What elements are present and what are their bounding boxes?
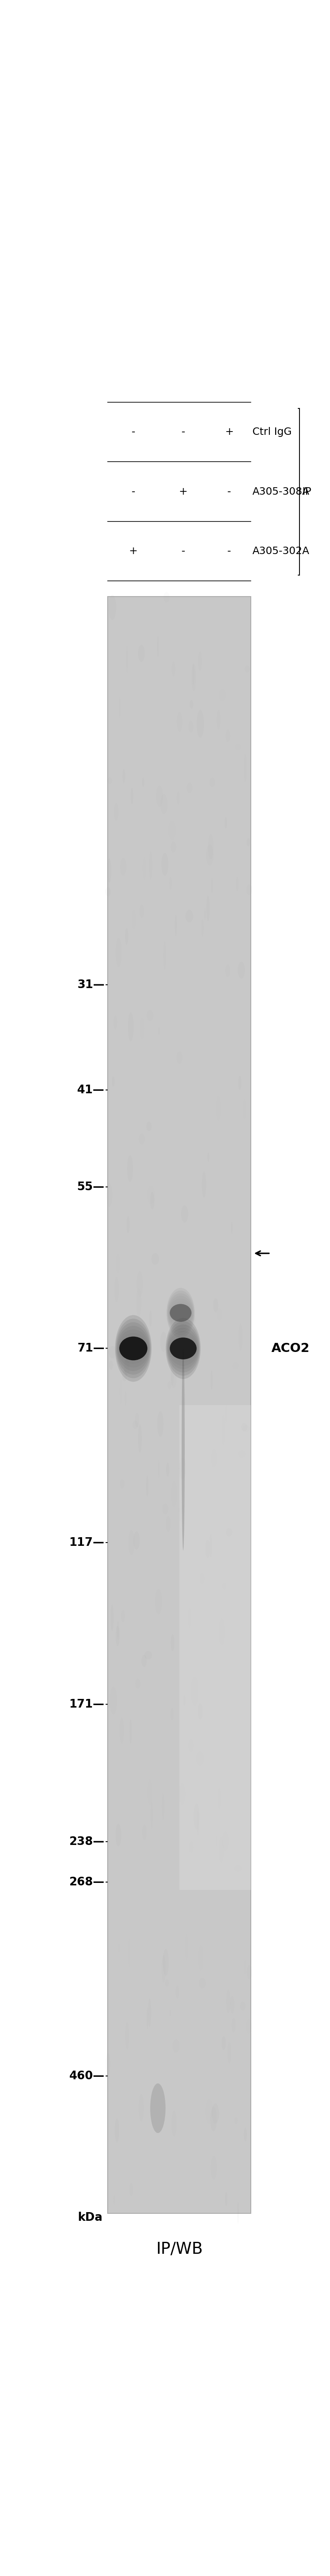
Ellipse shape <box>166 1321 200 1376</box>
Ellipse shape <box>116 1321 150 1376</box>
Ellipse shape <box>117 1327 149 1370</box>
Text: 238—: 238— <box>69 1837 104 1847</box>
Ellipse shape <box>170 1303 191 1321</box>
Text: -: - <box>181 546 185 556</box>
Text: IP/WB: IP/WB <box>156 2241 203 2257</box>
Text: -: - <box>131 428 135 438</box>
Ellipse shape <box>119 1337 148 1360</box>
Text: -: - <box>181 428 185 438</box>
Text: 31—: 31— <box>77 979 104 992</box>
Text: -: - <box>227 487 231 497</box>
Text: 268—: 268— <box>69 1875 104 1888</box>
Ellipse shape <box>167 1324 199 1373</box>
Text: 460—: 460— <box>69 2071 104 2081</box>
Text: IP: IP <box>302 487 312 497</box>
Ellipse shape <box>166 1319 201 1378</box>
Ellipse shape <box>116 1319 151 1378</box>
Text: 171—: 171— <box>69 1698 104 1710</box>
Ellipse shape <box>167 1288 195 1337</box>
Text: -: - <box>227 546 231 556</box>
Text: +: + <box>179 487 187 497</box>
Text: 71—: 71— <box>77 1342 104 1355</box>
Text: 41—: 41— <box>77 1084 104 1095</box>
Ellipse shape <box>182 1347 185 1551</box>
Ellipse shape <box>150 2084 166 2133</box>
Text: ACO2: ACO2 <box>271 1342 310 1355</box>
Text: +: + <box>129 546 138 556</box>
Bar <box>180 1404 251 1891</box>
Text: -: - <box>131 487 135 497</box>
Text: 55—: 55— <box>77 1180 104 1193</box>
Text: +: + <box>225 428 234 438</box>
Text: A305-308A: A305-308A <box>252 487 310 497</box>
Text: 117—: 117— <box>69 1538 104 1548</box>
Ellipse shape <box>115 1316 151 1381</box>
Text: kDa: kDa <box>78 2213 103 2223</box>
Ellipse shape <box>168 1327 199 1370</box>
Text: Ctrl IgG: Ctrl IgG <box>252 428 291 438</box>
Ellipse shape <box>170 1337 197 1360</box>
Ellipse shape <box>167 1291 194 1334</box>
Bar <box>108 598 251 2213</box>
Text: A305-302A: A305-302A <box>252 546 310 556</box>
